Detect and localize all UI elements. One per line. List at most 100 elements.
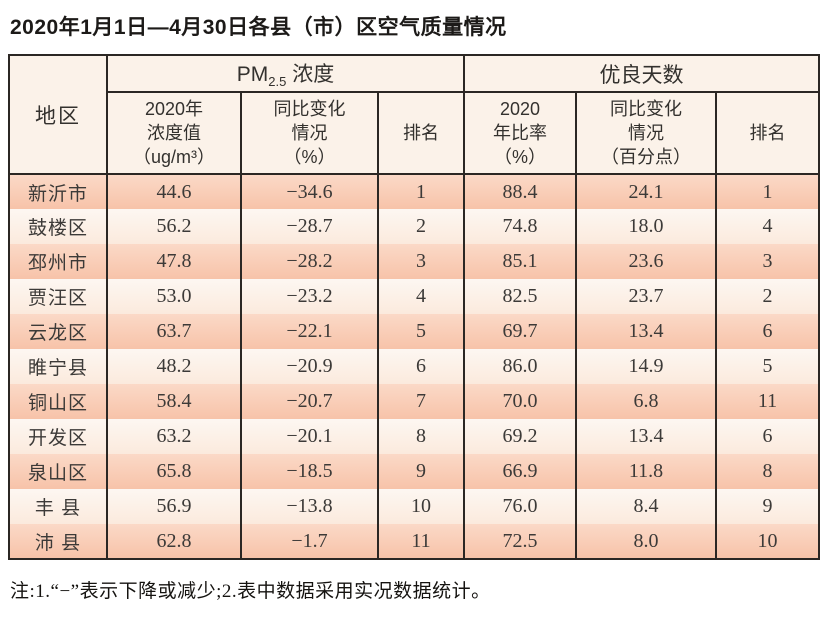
pm25-label-rest: 浓度 bbox=[286, 63, 335, 86]
pm-rank-cell: 2 bbox=[376, 209, 466, 244]
good-change-cell: 14.9 bbox=[575, 349, 718, 384]
good-ratio-cell: 69.7 bbox=[463, 314, 578, 349]
good-ratio-cell: 82.5 bbox=[463, 279, 578, 314]
pm-rank-cell: 3 bbox=[376, 244, 466, 279]
region-cell: 沛 县 bbox=[8, 524, 108, 559]
good-change-cell: 23.6 bbox=[575, 244, 718, 279]
good-ratio-cell: 86.0 bbox=[463, 349, 578, 384]
pm-rank-cell: 10 bbox=[376, 489, 466, 524]
air-quality-table: 地区 PM2.5 浓度 优良天数 2020年 浓度值 （ug/m³） 同比变化 … bbox=[8, 54, 821, 560]
pm-rank-cell: 1 bbox=[376, 174, 466, 209]
column-header-good-ratio: 2020 年比率 （%） bbox=[463, 91, 578, 175]
group-header-good-days: 优良天数 bbox=[463, 54, 821, 93]
good-change-cell: 13.4 bbox=[575, 419, 718, 454]
pm-change-cell: −1.7 bbox=[240, 524, 379, 559]
good-change-cell: 23.7 bbox=[575, 279, 718, 314]
pm-value-cell: 47.8 bbox=[106, 244, 242, 279]
table-row: 邳州市 47.8 −28.2 3 85.1 23.6 3 bbox=[8, 244, 821, 279]
pm-value-cell: 48.2 bbox=[106, 349, 242, 384]
good-rank-cell: 8 bbox=[715, 454, 821, 489]
good-ratio-cell: 72.5 bbox=[463, 524, 578, 559]
pm-rank-cell: 8 bbox=[376, 419, 466, 454]
good-rank-cell: 11 bbox=[715, 384, 821, 419]
column-header-region: 地区 bbox=[8, 54, 108, 175]
table-row: 铜山区 58.4 −20.7 7 70.0 6.8 11 bbox=[8, 384, 821, 419]
column-header-good-rank: 排名 bbox=[715, 91, 821, 175]
region-cell: 新沂市 bbox=[8, 174, 108, 209]
table-row: 新沂市 44.6 −34.6 1 88.4 24.1 1 bbox=[8, 174, 821, 209]
table-row: 泉山区 65.8 −18.5 9 66.9 11.8 8 bbox=[8, 454, 821, 489]
region-cell: 鼓楼区 bbox=[8, 209, 108, 244]
good-rank-cell: 2 bbox=[715, 279, 821, 314]
region-cell: 铜山区 bbox=[8, 384, 108, 419]
table-row: 鼓楼区 56.2 −28.7 2 74.8 18.0 4 bbox=[8, 209, 821, 244]
column-header-pm-rank: 排名 bbox=[376, 91, 466, 175]
table-body: 新沂市 44.6 −34.6 1 88.4 24.1 1 鼓楼区 56.2 −2… bbox=[8, 174, 821, 559]
group-header-row: 地区 PM2.5 浓度 优良天数 bbox=[8, 54, 821, 175]
table-row: 贾汪区 53.0 −23.2 4 82.5 23.7 2 bbox=[8, 279, 821, 314]
good-change-cell: 24.1 bbox=[575, 174, 718, 209]
pm-change-cell: −13.8 bbox=[240, 489, 379, 524]
region-cell: 睢宁县 bbox=[8, 349, 108, 384]
table-header: 地区 PM2.5 浓度 优良天数 2020年 浓度值 （ug/m³） 同比变化 … bbox=[8, 54, 821, 175]
good-ratio-cell: 66.9 bbox=[463, 454, 578, 489]
good-rank-cell: 6 bbox=[715, 419, 821, 454]
pm-value-cell: 63.2 bbox=[106, 419, 242, 454]
good-rank-cell: 1 bbox=[715, 174, 821, 209]
good-change-cell: 8.0 bbox=[575, 524, 718, 559]
pm-change-cell: −28.7 bbox=[240, 209, 379, 244]
pm-value-cell: 44.6 bbox=[106, 174, 242, 209]
footnote: 注:1.“−”表示下降或减少;2.表中数据采用实况数据统计。 bbox=[10, 581, 491, 602]
region-cell: 开发区 bbox=[8, 419, 108, 454]
good-rank-cell: 6 bbox=[715, 314, 821, 349]
sub-header-row: 2020年 浓度值 （ug/m³） 同比变化 情况 （%） 排名 2020 年比… bbox=[9, 91, 821, 175]
group-header-pm25: PM2.5 浓度 bbox=[105, 54, 466, 93]
good-change-cell: 18.0 bbox=[575, 209, 718, 244]
pm-change-cell: −20.1 bbox=[240, 419, 379, 454]
column-header-pm-change: 同比变化 情况 （%） bbox=[240, 91, 379, 175]
table-row: 开发区 63.2 −20.1 8 69.2 13.4 6 bbox=[8, 419, 821, 454]
good-change-cell: 8.4 bbox=[575, 489, 718, 524]
pm-change-cell: −20.9 bbox=[240, 349, 379, 384]
region-cell: 丰 县 bbox=[8, 489, 108, 524]
pm-change-cell: −23.2 bbox=[240, 279, 379, 314]
good-rank-cell: 9 bbox=[715, 489, 821, 524]
region-cell: 贾汪区 bbox=[8, 279, 108, 314]
good-rank-cell: 5 bbox=[715, 349, 821, 384]
pm-change-cell: −34.6 bbox=[240, 174, 379, 209]
pm-change-cell: −22.1 bbox=[240, 314, 379, 349]
column-header-good-change: 同比变化 情况 （百分点） bbox=[575, 91, 718, 175]
good-change-cell: 11.8 bbox=[575, 454, 718, 489]
region-cell: 邳州市 bbox=[8, 244, 108, 279]
pm25-label-subscript: 2.5 bbox=[268, 74, 287, 89]
pm-rank-cell: 7 bbox=[376, 384, 466, 419]
good-rank-cell: 10 bbox=[715, 524, 821, 559]
pm-change-cell: −28.2 bbox=[240, 244, 379, 279]
good-ratio-cell: 88.4 bbox=[463, 174, 578, 209]
pm-value-cell: 65.8 bbox=[106, 454, 242, 489]
good-ratio-cell: 85.1 bbox=[463, 244, 578, 279]
pm-rank-cell: 6 bbox=[376, 349, 466, 384]
pm-value-cell: 62.8 bbox=[106, 524, 242, 559]
good-ratio-cell: 74.8 bbox=[463, 209, 578, 244]
pm-rank-cell: 9 bbox=[376, 454, 466, 489]
pm-change-cell: −20.7 bbox=[240, 384, 379, 419]
pm-value-cell: 63.7 bbox=[106, 314, 242, 349]
pm-value-cell: 56.9 bbox=[106, 489, 242, 524]
good-change-cell: 6.8 bbox=[575, 384, 718, 419]
table-row: 沛 县 62.8 −1.7 11 72.5 8.0 10 bbox=[8, 524, 821, 559]
good-rank-cell: 4 bbox=[715, 209, 821, 244]
pm25-label-base: PM bbox=[236, 63, 269, 86]
good-rank-cell: 3 bbox=[715, 244, 821, 279]
region-cell: 泉山区 bbox=[8, 454, 108, 489]
pm-change-cell: −18.5 bbox=[240, 454, 379, 489]
good-ratio-cell: 70.0 bbox=[463, 384, 578, 419]
table-row: 睢宁县 48.2 −20.9 6 86.0 14.9 5 bbox=[8, 349, 821, 384]
pm-rank-cell: 4 bbox=[376, 279, 466, 314]
column-header-pm-value: 2020年 浓度值 （ug/m³） bbox=[106, 91, 242, 175]
good-ratio-cell: 76.0 bbox=[463, 489, 578, 524]
pm-value-cell: 53.0 bbox=[106, 279, 242, 314]
pm-value-cell: 58.4 bbox=[106, 384, 242, 419]
table-row: 云龙区 63.7 −22.1 5 69.7 13.4 6 bbox=[8, 314, 821, 349]
pm-rank-cell: 11 bbox=[376, 524, 466, 559]
